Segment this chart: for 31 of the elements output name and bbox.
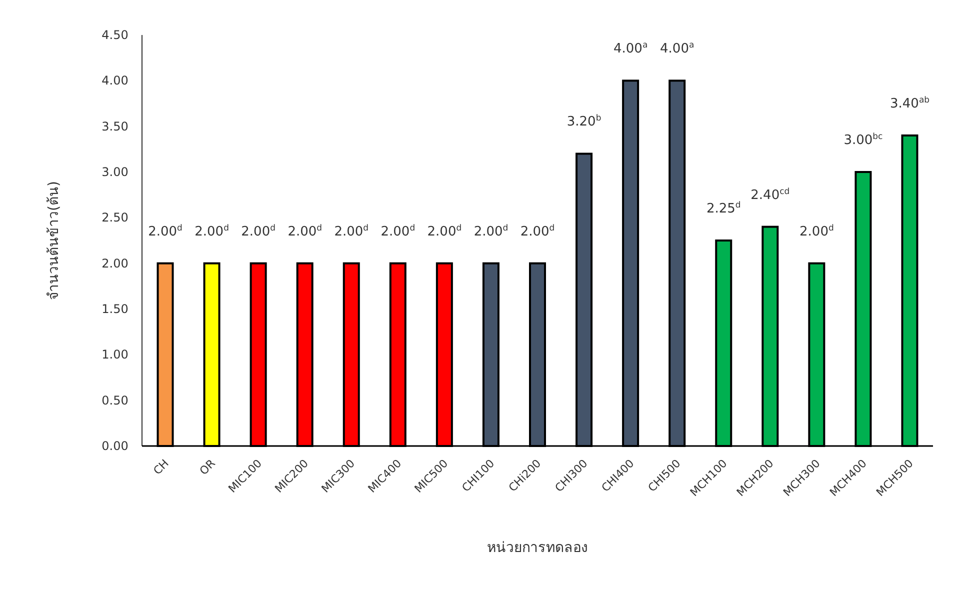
y-tick-label: 1.00 bbox=[102, 348, 128, 362]
y-axis-title: จำนวนต้นข้าว(ต้น) bbox=[46, 181, 62, 300]
data-label: 3.40$^{ab}$ bbox=[890, 94, 930, 112]
data-label: 2.00$^{d}$ bbox=[474, 222, 508, 240]
data-label: 2.40$^{cd}$ bbox=[750, 186, 790, 203]
data-label: 2.00$^{d}$ bbox=[194, 222, 229, 240]
data-label: 2.00$^{d}$ bbox=[800, 222, 834, 240]
data-label: 2.00$^{d}$ bbox=[380, 222, 416, 240]
data-label: 2.00$^{d}$ bbox=[288, 222, 322, 240]
x-tick-label: CH bbox=[150, 456, 172, 478]
x-tick-label: OR bbox=[197, 456, 218, 478]
y-tick-label: 4.50 bbox=[102, 28, 128, 42]
data-label: 4.00$^{a}$ bbox=[613, 40, 648, 57]
data-label: 2.00$^{d}$ bbox=[148, 222, 182, 240]
data-label: 2.00$^{d}$ bbox=[241, 222, 276, 240]
data-label: 2.00$^{d}$ bbox=[334, 222, 369, 240]
data-label: 2.00$^{d}$ bbox=[520, 222, 555, 240]
data-label: 3.20$^{b}$ bbox=[566, 112, 602, 130]
y-tick-label: 4.00 bbox=[102, 74, 128, 88]
y-tick-label: 1.50 bbox=[102, 302, 128, 316]
x-axis-title: หน่วยการทดลอง bbox=[487, 540, 588, 556]
data-label: 2.25$^{d}$ bbox=[706, 200, 741, 216]
data-label: 4.00$^{a}$ bbox=[660, 40, 694, 57]
y-tick-label: 3.50 bbox=[102, 119, 128, 134]
data-label: 3.00$^{bc}$ bbox=[844, 131, 884, 148]
y-tick-label: 0.50 bbox=[102, 393, 128, 408]
y-tick-label: 2.50 bbox=[102, 210, 128, 225]
y-tick-label: 0.00 bbox=[102, 439, 128, 453]
data-label: 2.00$^{d}$ bbox=[427, 222, 462, 240]
y-tick-label: 3.00 bbox=[102, 165, 128, 179]
y-tick-label: 2.00 bbox=[102, 256, 128, 270]
